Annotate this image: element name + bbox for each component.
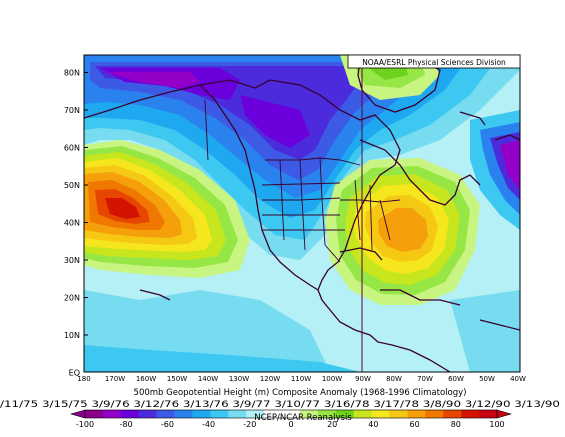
plot-frame (83, 54, 521, 373)
lat-labels: 80N 70N 60N 50N 40N 30N 20N 10N EQ (64, 69, 80, 378)
colorbar-tick-label: 20 (327, 420, 337, 429)
colorbar-swatch (479, 410, 498, 418)
colorbar-swatch (192, 410, 211, 418)
colorbar-tick-label: 40 (368, 420, 378, 429)
map-title: 500mb Geopotential Height (m) Composite … (134, 388, 467, 398)
lon-label-170w: 170W (105, 375, 125, 383)
lat-label-40n: 40N (64, 219, 80, 228)
lon-label-70w: 70W (417, 375, 433, 383)
lon-label-180: 180 (77, 375, 90, 383)
colorbar-swatch (246, 410, 265, 418)
colorbar-frame (84, 409, 498, 419)
lon-labels: 180 170W 160W 150W 140W 130W 120W 110W 1… (77, 375, 526, 383)
colorbar-swatch (210, 410, 229, 418)
colorbar-swatch (120, 410, 140, 418)
lat-label-70n: 70N (64, 106, 80, 115)
colorbar-swatch (461, 410, 480, 418)
lat-ticks (84, 72, 88, 336)
lat-label-30n: 30N (64, 256, 80, 265)
colorbar-swatch (335, 410, 354, 418)
colorbar-tick-label: -20 (243, 420, 256, 429)
lon-label-80w: 80W (386, 375, 402, 383)
colorbar (69, 409, 513, 419)
lon-label-50w: 50W (479, 375, 495, 383)
lon-label-90w: 90W (355, 375, 371, 383)
colorbar-swatch (371, 410, 390, 418)
colorbar-swatch (425, 410, 444, 418)
lon-label-130w: 130W (229, 375, 249, 383)
colorbar-swatch (102, 410, 122, 418)
lon-label-60w: 60W (448, 375, 464, 383)
colorbar-tick-label: -40 (202, 420, 215, 429)
source-label: NCEP/NCAR Reanalysis (254, 413, 352, 423)
colorbar-tick-label: -100 (76, 420, 94, 429)
colorbar-tick-label: 60 (410, 420, 420, 429)
lon-label-150w: 150W (167, 375, 187, 383)
lon-label-110w: 110W (291, 375, 311, 383)
colorbar-tick-label: 0 (288, 420, 293, 429)
lat-label-50n: 50N (64, 181, 80, 190)
anomaly-field (84, 55, 520, 372)
colorbar-swatch (85, 410, 104, 418)
colorbar-tick-label: 80 (451, 420, 461, 429)
colorbar-swatch (138, 410, 157, 418)
lon-label-140w: 140W (198, 375, 218, 383)
colorbar-arrow-left (69, 409, 86, 419)
colorbar-swatch (282, 410, 301, 418)
lat-label-eq: EQ (69, 369, 80, 378)
colorbar-swatch (156, 410, 175, 418)
composite-dates: /11/75 3/15/75 3/9/76 3/12/76 3/13/76 3/… (0, 400, 560, 410)
lon-label-40w: 40W (510, 375, 526, 383)
colorbar-swatch (443, 410, 462, 418)
colorbar-swatch (264, 410, 283, 418)
lat-label-80n: 80N (64, 69, 80, 78)
lat-label-60n: 60N (64, 144, 80, 153)
colorbar-swatch (317, 410, 337, 418)
colorbar-tick-label: -60 (161, 420, 174, 429)
lat-label-20n: 20N (64, 294, 80, 303)
lon-label-160w: 160W (136, 375, 156, 383)
colorbar-swatch (299, 410, 319, 418)
lat-label-10n: 10N (64, 331, 80, 340)
colorbar-arrow-right (496, 409, 513, 419)
colorbar-labels: -100 -80 -60 -40 -20 0 20 40 60 80 100 (76, 420, 505, 429)
political-borders (204, 99, 401, 263)
colorbar-swatch (174, 410, 193, 418)
colorbar-swatch (389, 410, 408, 418)
lon-label-120w: 120W (260, 375, 280, 383)
credit-text: NOAA/ESRL Physical Sciences Division (362, 58, 506, 67)
lon-label-100w: 100W (322, 375, 342, 383)
colorbar-swatch (407, 410, 426, 418)
colorbar-tick-label: -80 (120, 420, 133, 429)
colorbar-tick-label: 100 (489, 420, 504, 429)
colorbar-swatch (353, 410, 372, 418)
credit-box (347, 54, 521, 69)
colorbar-swatch (228, 410, 247, 418)
